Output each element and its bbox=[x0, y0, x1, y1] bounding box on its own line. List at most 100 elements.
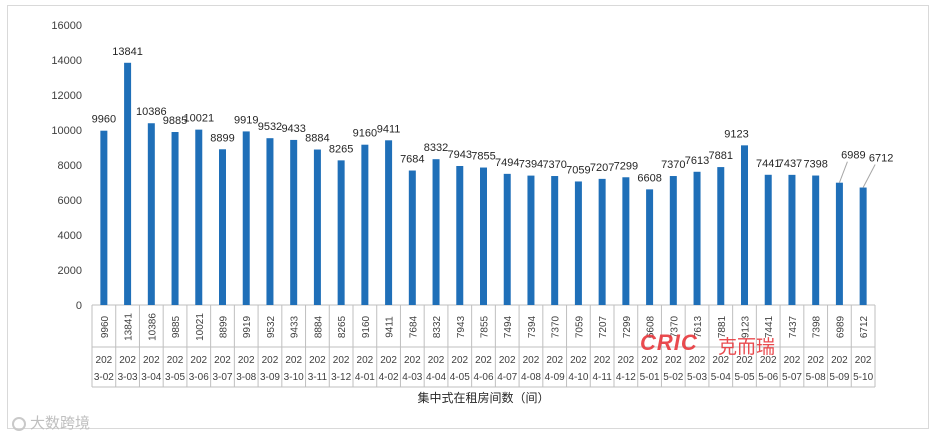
x-tick-label: 3-09 bbox=[260, 372, 280, 383]
x-tick-label: 202 bbox=[570, 355, 587, 366]
table-value-cell: 7613 bbox=[693, 315, 704, 338]
x-tick-label: 202 bbox=[119, 355, 136, 366]
table-value-cell: 7398 bbox=[812, 315, 823, 338]
table-value-cell: 9123 bbox=[741, 315, 752, 338]
data-label: 9919 bbox=[234, 114, 258, 126]
table-value-cell: 8899 bbox=[219, 315, 230, 338]
x-tick-label: 4-03 bbox=[402, 372, 422, 383]
table-value-cell: 10386 bbox=[147, 313, 158, 341]
x-tick-label: 202 bbox=[190, 355, 207, 366]
x-tick-label: 202 bbox=[641, 355, 658, 366]
bar bbox=[693, 171, 701, 305]
x-tick-label: 4-06 bbox=[473, 372, 493, 383]
data-label: 13841 bbox=[112, 46, 143, 58]
bar bbox=[242, 131, 250, 305]
data-label: 7370 bbox=[661, 159, 685, 171]
bar bbox=[503, 173, 511, 305]
x-tick-label: 202 bbox=[712, 355, 729, 366]
x-tick-label: 5-04 bbox=[711, 372, 731, 383]
bar bbox=[147, 123, 155, 306]
table-value-cell: 6712 bbox=[859, 315, 870, 338]
table-value-cell: 9532 bbox=[266, 315, 277, 338]
x-tick-label: 4-10 bbox=[568, 372, 588, 383]
table-value-cell: 6989 bbox=[835, 315, 846, 338]
table-value-cell: 9160 bbox=[361, 315, 372, 338]
bar bbox=[717, 167, 725, 305]
table-value-cell: 7370 bbox=[551, 315, 562, 338]
x-tick-label: 3-07 bbox=[212, 372, 232, 383]
table-value-cell: 7684 bbox=[408, 315, 419, 338]
bar bbox=[195, 129, 203, 305]
x-tick-label: 202 bbox=[807, 355, 824, 366]
data-label: 7207 bbox=[590, 162, 614, 174]
table-value-cell: 8332 bbox=[432, 315, 443, 338]
x-tick-label: 202 bbox=[499, 355, 516, 366]
x-tick-label: 202 bbox=[784, 355, 801, 366]
y-tick-label: 10000 bbox=[51, 125, 82, 137]
x-tick-label: 5-07 bbox=[782, 372, 802, 383]
x-tick-label: 202 bbox=[262, 355, 279, 366]
x-axis-title: 集中式在租房间数（间） bbox=[417, 390, 549, 405]
data-label: 7059 bbox=[566, 164, 590, 176]
x-tick-label: 202 bbox=[380, 355, 397, 366]
x-tick-label: 5-08 bbox=[806, 372, 826, 383]
x-tick-label: 3-04 bbox=[141, 372, 161, 383]
x-tick-label: 3-06 bbox=[189, 372, 209, 383]
x-tick-label: 202 bbox=[736, 355, 753, 366]
x-tick-label: 202 bbox=[618, 355, 635, 366]
x-tick-label: 4-11 bbox=[592, 372, 612, 383]
data-label: 9960 bbox=[92, 114, 116, 126]
bar bbox=[408, 170, 416, 305]
bar bbox=[574, 181, 582, 305]
x-tick-label: 202 bbox=[451, 355, 468, 366]
bar bbox=[313, 149, 321, 305]
data-label: 7494 bbox=[495, 157, 519, 169]
data-label: 7881 bbox=[709, 150, 733, 162]
y-tick-label: 4000 bbox=[58, 230, 82, 242]
data-label: 9411 bbox=[377, 123, 401, 135]
x-tick-label: 202 bbox=[214, 355, 231, 366]
x-tick-label: 202 bbox=[689, 355, 706, 366]
bar bbox=[100, 130, 108, 305]
x-tick-label: 4-07 bbox=[497, 372, 517, 383]
table-value-cell: 7207 bbox=[598, 315, 609, 338]
data-label: 7855 bbox=[471, 151, 495, 163]
table-value-cell: 6608 bbox=[646, 315, 657, 338]
source-watermark: 大数跨境 bbox=[12, 412, 90, 433]
data-label: 7370 bbox=[542, 159, 566, 171]
bar bbox=[432, 159, 440, 305]
data-label: 6989 bbox=[841, 150, 865, 162]
data-label: 7684 bbox=[400, 154, 424, 166]
table-value-cell: 9411 bbox=[385, 316, 396, 338]
bar bbox=[171, 132, 179, 305]
x-tick-label: 202 bbox=[333, 355, 350, 366]
x-tick-label: 202 bbox=[831, 355, 848, 366]
data-label: 6608 bbox=[637, 172, 661, 184]
x-tick-label: 3-03 bbox=[118, 372, 138, 383]
x-tick-label: 202 bbox=[665, 355, 682, 366]
x-tick-label: 202 bbox=[309, 355, 326, 366]
x-tick-label: 4-12 bbox=[616, 372, 636, 383]
x-tick-label: 3-11 bbox=[308, 372, 328, 383]
x-tick-label: 202 bbox=[523, 355, 540, 366]
data-label: 9885 bbox=[163, 115, 187, 127]
y-tick-label: 8000 bbox=[58, 160, 82, 172]
data-label: 7441 bbox=[756, 158, 780, 170]
table-value-cell: 7299 bbox=[622, 315, 633, 338]
y-tick-label: 6000 bbox=[58, 195, 82, 207]
data-label: 10386 bbox=[136, 106, 167, 118]
data-label: 6712 bbox=[869, 153, 893, 165]
bar bbox=[219, 149, 226, 305]
y-tick-label: 2000 bbox=[58, 265, 82, 277]
label-leader-line bbox=[862, 164, 876, 188]
data-label: 9532 bbox=[258, 121, 282, 133]
bar bbox=[456, 165, 464, 305]
x-tick-label: 4-01 bbox=[355, 372, 375, 383]
x-tick-label: 202 bbox=[475, 355, 492, 366]
bar bbox=[669, 176, 677, 305]
data-label: 10021 bbox=[183, 113, 214, 125]
table-value-cell: 7370 bbox=[669, 315, 680, 338]
bar bbox=[527, 175, 535, 305]
x-tick-label: 3-12 bbox=[331, 372, 351, 383]
